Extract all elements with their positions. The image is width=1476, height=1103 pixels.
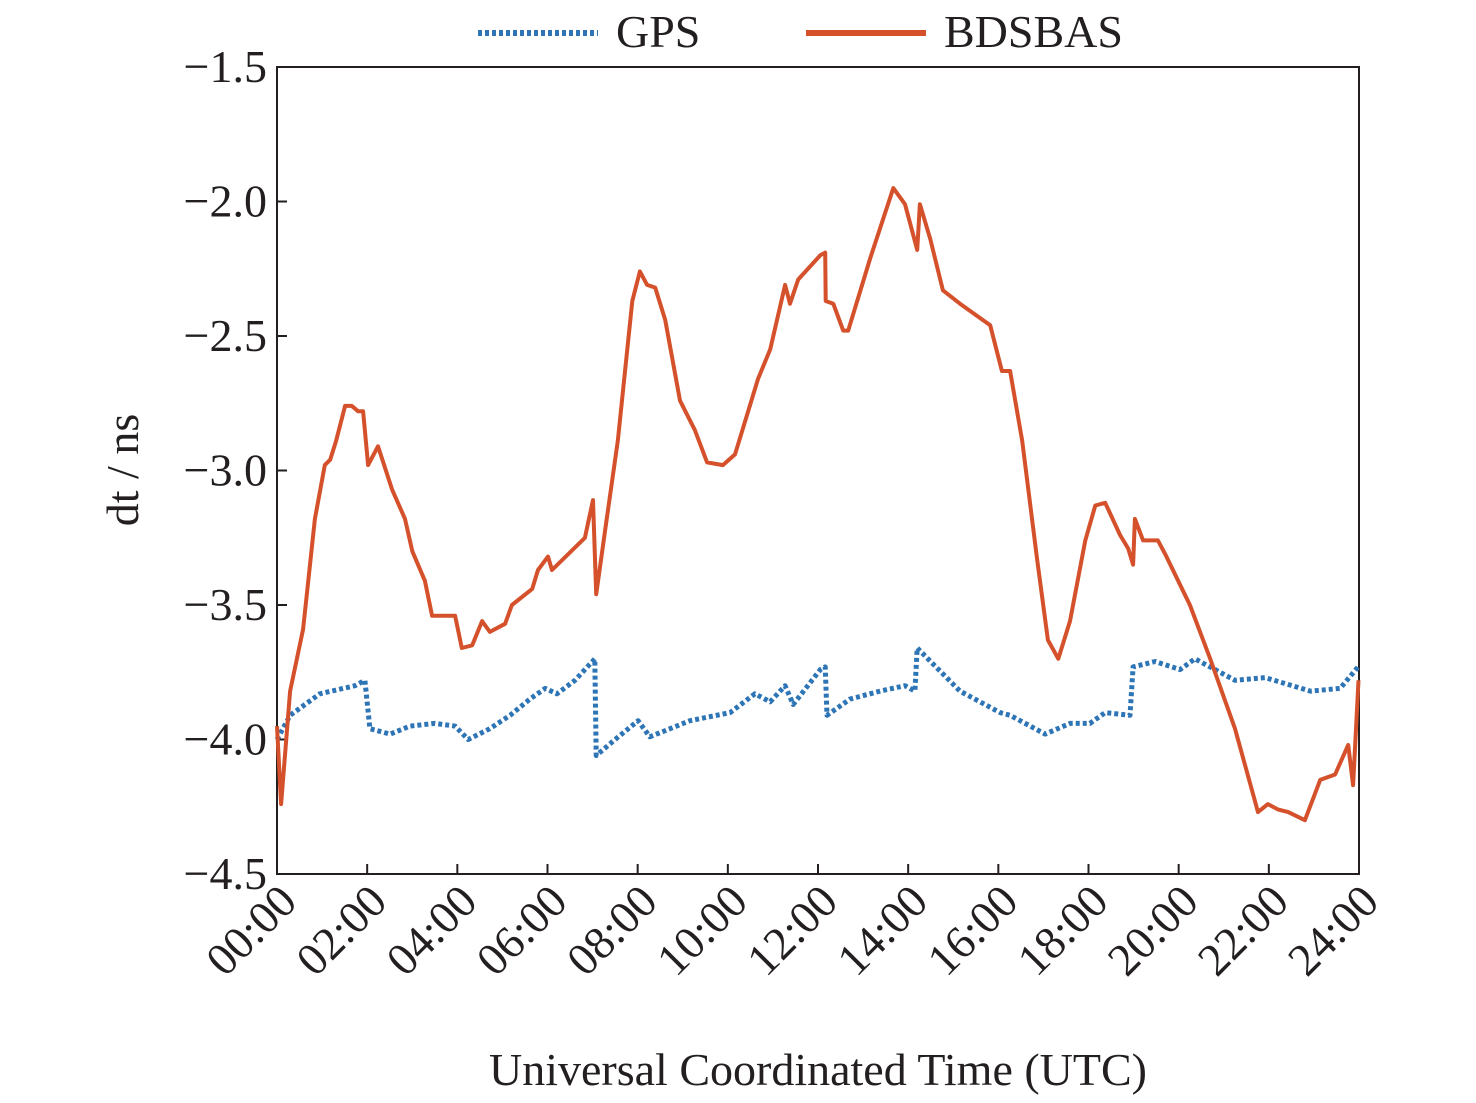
x-axis-label: Universal Coordinated Time (UTC) [489,1044,1147,1095]
y-tick-label: −4.5 [184,848,267,899]
series-line [274,645,1361,759]
x-tick-label: 12:00 [737,875,847,985]
y-axis-label: dt / ns [97,414,148,526]
y-tick-label: −3.0 [184,445,267,496]
x-tick-label: 16:00 [917,875,1027,985]
series-line [275,186,1361,823]
x-tick-label: 02:00 [286,875,396,985]
y-tick-label: −3.5 [184,579,267,630]
x-tick-label: 14:00 [827,875,937,985]
x-tick-label: 24:00 [1278,875,1388,985]
x-tick-label: 06:00 [466,875,576,985]
x-tick-label: 22:00 [1188,875,1298,985]
legend-label: BDSBAS [944,6,1123,57]
y-tick-label: −2.0 [184,176,267,227]
legend-label: GPS [616,6,700,57]
y-tick-label: −4.0 [184,714,267,765]
plot-frame [276,66,1360,875]
y-tick-label: −2.5 [184,310,267,361]
x-tick-label: 04:00 [376,875,486,985]
y-tick-label: −1.5 [184,41,267,92]
x-tick-label: 10:00 [647,875,757,985]
x-tick-label: 18:00 [1007,875,1117,985]
x-tick-label: 08:00 [557,875,667,985]
x-tick-label: 20:00 [1098,875,1208,985]
